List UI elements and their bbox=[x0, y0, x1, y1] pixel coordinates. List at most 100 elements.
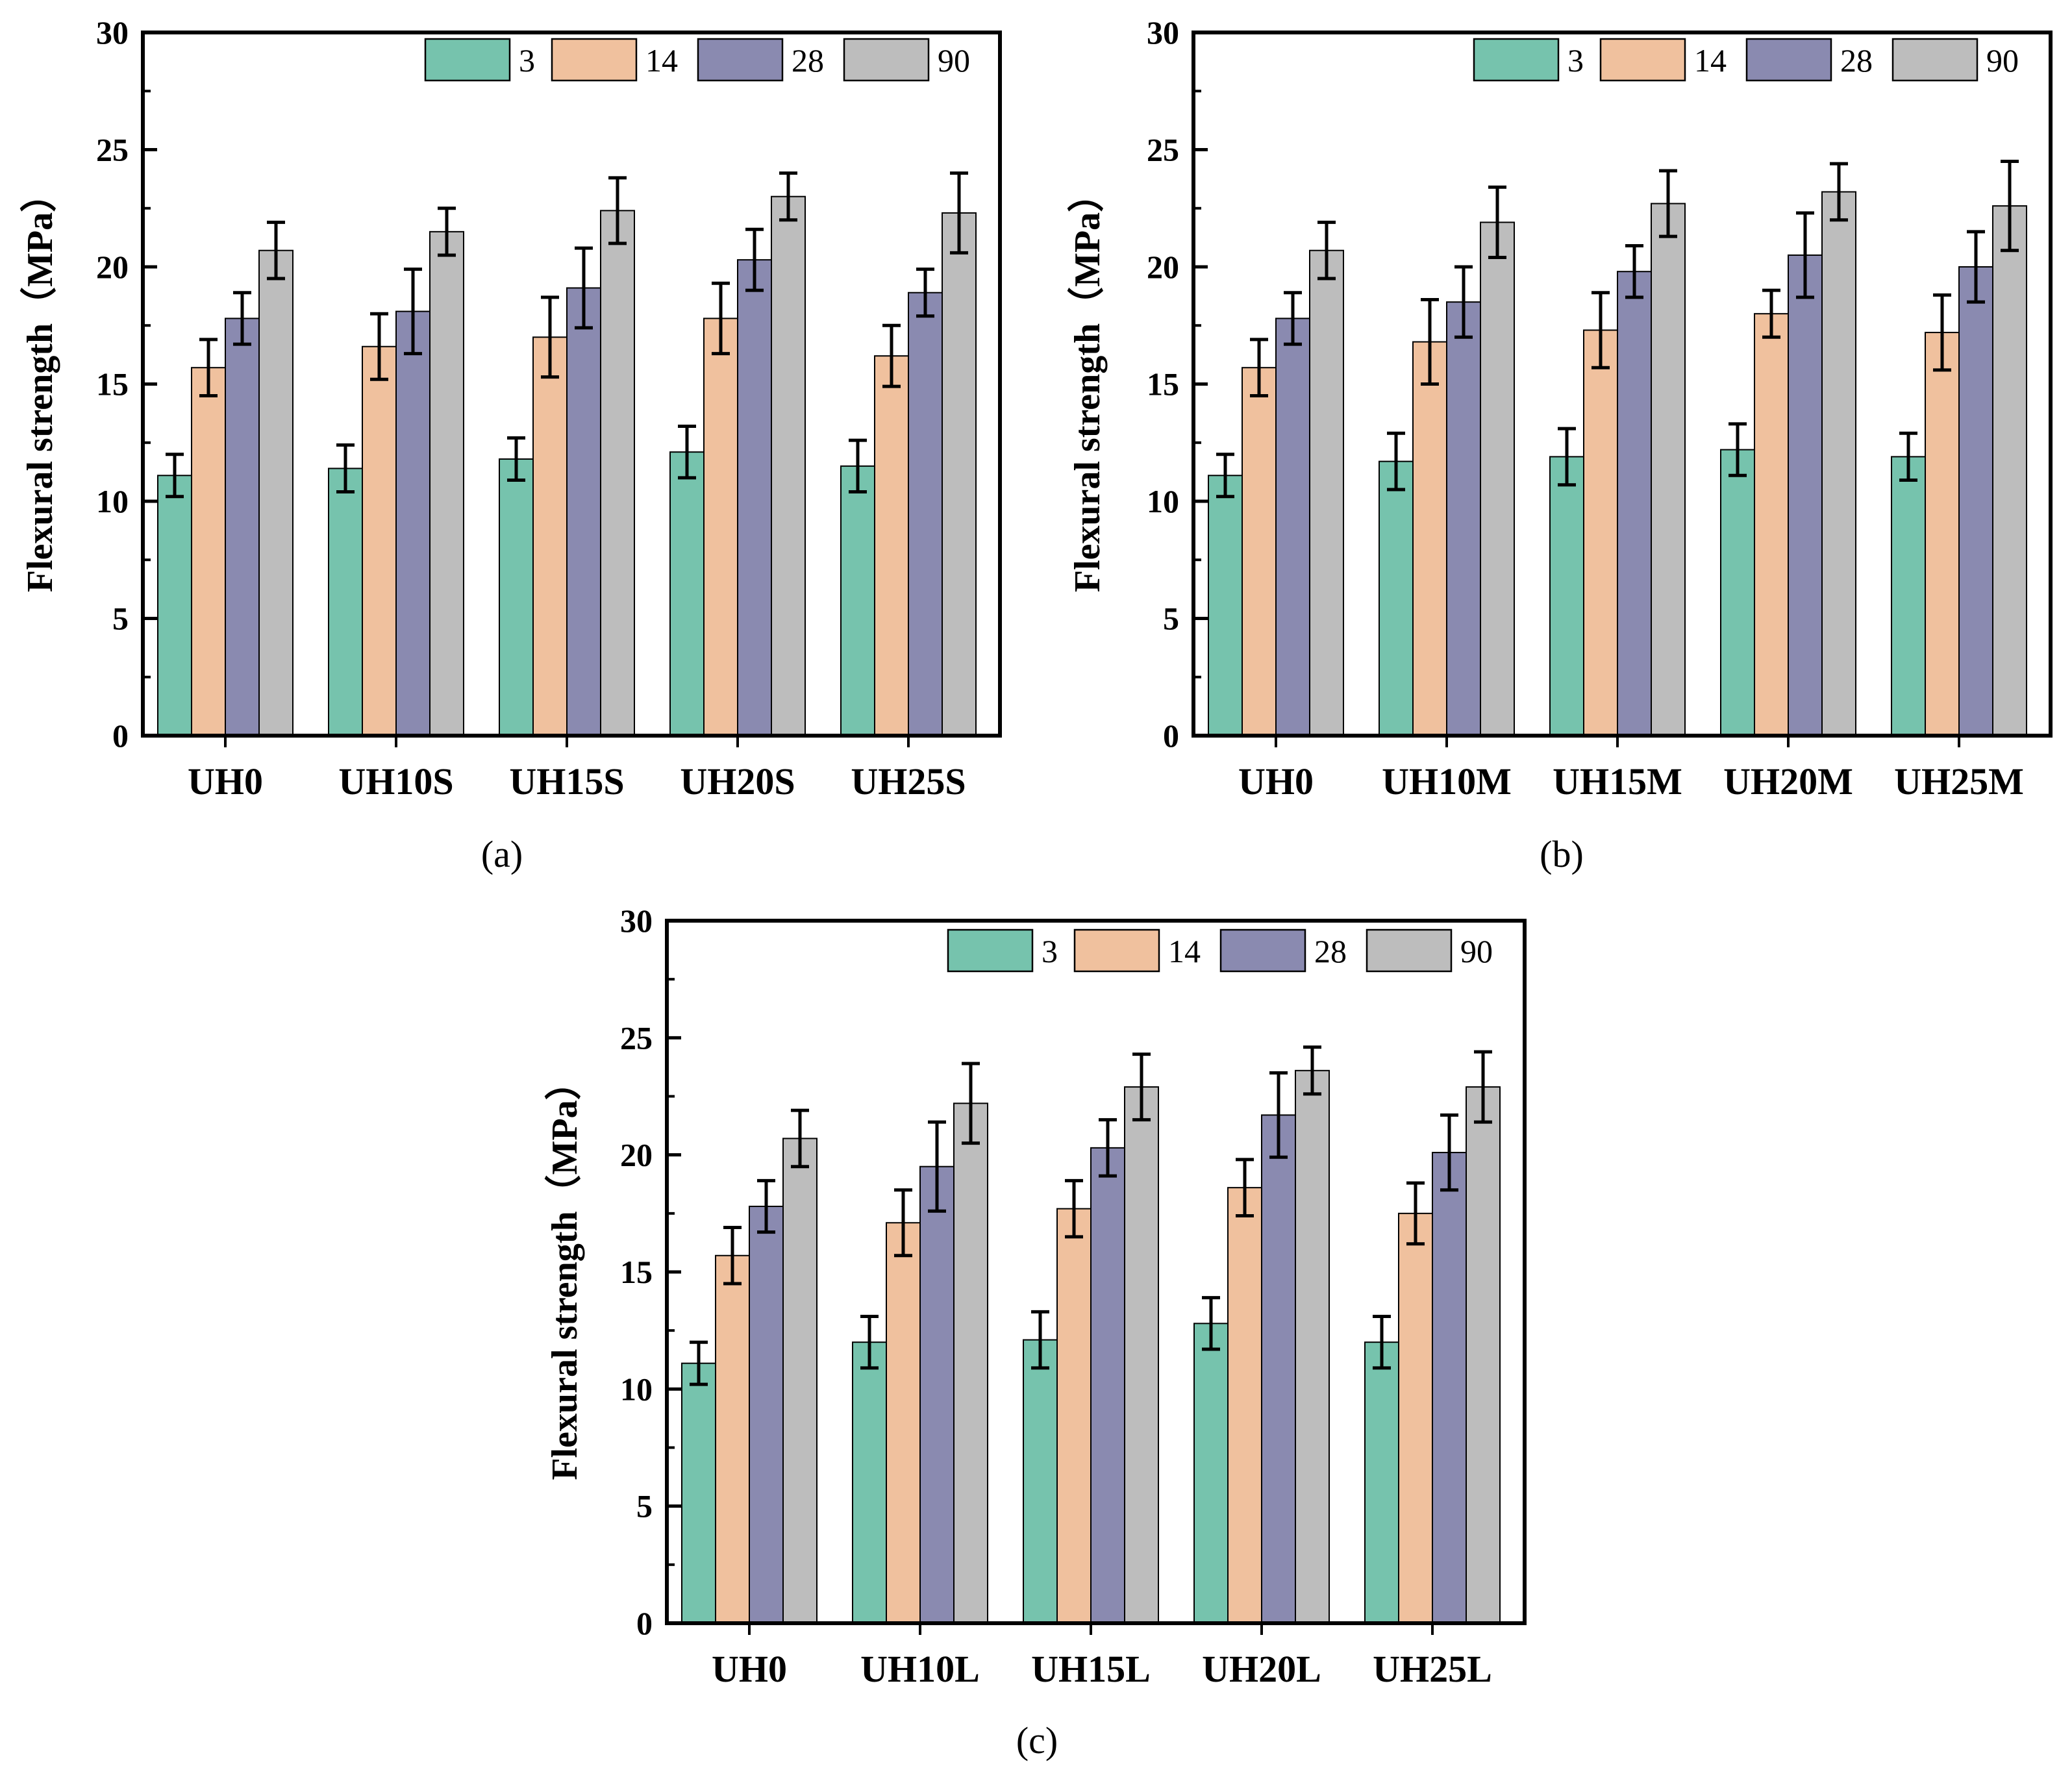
bar-UH20S-14 bbox=[703, 317, 738, 737]
bar-UH10L-14 bbox=[886, 1222, 921, 1624]
y-tick-label: 0 bbox=[112, 717, 129, 754]
bar-UH15M-3 bbox=[1549, 456, 1584, 736]
y-tick-label: 30 bbox=[96, 14, 129, 51]
y-tick-label: 5 bbox=[636, 1488, 653, 1525]
legend-swatch-90 bbox=[1366, 928, 1453, 973]
legend-swatch-28 bbox=[697, 38, 784, 82]
legend-label-28: 28 bbox=[1314, 933, 1347, 969]
bar-UH20S-28 bbox=[737, 259, 772, 737]
x-category-label: UH20S bbox=[680, 760, 795, 803]
legend-swatch-3 bbox=[1473, 38, 1560, 82]
legend-label-3: 3 bbox=[1567, 42, 1584, 79]
y-tick-label: 25 bbox=[1147, 132, 1179, 168]
x-category-label: UH0 bbox=[188, 760, 263, 803]
y-tick-label: 25 bbox=[96, 132, 129, 168]
bar-UH15L-28 bbox=[1090, 1147, 1125, 1624]
legend-swatch-90 bbox=[843, 38, 930, 82]
bar-UH10L-3 bbox=[852, 1341, 887, 1624]
bar-UH0-14 bbox=[191, 367, 226, 736]
legend-label-3: 3 bbox=[519, 42, 535, 79]
bar-UH0-3 bbox=[157, 475, 192, 736]
x-category-label: UH15L bbox=[1031, 1648, 1151, 1690]
bar-UH10M-3 bbox=[1379, 460, 1414, 736]
bar-UH0-28 bbox=[225, 317, 260, 737]
legend-swatch-3 bbox=[947, 928, 1034, 973]
legend-label-90: 90 bbox=[938, 42, 970, 79]
bar-UH0-3 bbox=[1208, 475, 1243, 736]
bar-UH20M-90 bbox=[1821, 191, 1856, 737]
bar-UH15S-3 bbox=[499, 458, 534, 737]
bar-UH20M-14 bbox=[1754, 313, 1789, 736]
bar-UH15L-14 bbox=[1056, 1208, 1092, 1624]
bar-UH20S-90 bbox=[771, 195, 806, 736]
legend-swatch-14 bbox=[1599, 38, 1686, 82]
bar-UH0-3 bbox=[681, 1362, 716, 1624]
x-category-label: UH0 bbox=[712, 1648, 787, 1690]
bar-UH10L-28 bbox=[919, 1165, 955, 1624]
bar-UH0-14 bbox=[715, 1254, 750, 1624]
legend-swatch-3 bbox=[424, 38, 511, 82]
panel-label: (b) bbox=[1540, 833, 1584, 875]
y-tick-label: 10 bbox=[620, 1371, 653, 1407]
x-category-label: UH10M bbox=[1382, 760, 1512, 803]
bar-UH10M-28 bbox=[1446, 301, 1481, 736]
bar-UH25M-3 bbox=[1891, 456, 1926, 736]
legend: 3 14 28 90 bbox=[947, 928, 1493, 973]
bar-UH20S-3 bbox=[669, 451, 705, 736]
bar-UH25L-14 bbox=[1398, 1212, 1433, 1625]
bar-UH10L-90 bbox=[953, 1102, 988, 1624]
bar-UH25S-3 bbox=[840, 465, 875, 736]
bar-UH15S-14 bbox=[532, 336, 568, 736]
panel-label: (c) bbox=[1016, 1719, 1058, 1762]
legend-swatch-28 bbox=[1219, 928, 1306, 973]
x-category-label: UH25M bbox=[1894, 760, 2024, 803]
bar-UH25M-14 bbox=[1925, 332, 1960, 736]
y-tick-label: 0 bbox=[636, 1605, 653, 1641]
bar-UH0-14 bbox=[1242, 367, 1277, 736]
bar-UH0-28 bbox=[749, 1206, 784, 1624]
bar-UH10S-14 bbox=[362, 345, 397, 736]
legend-label-14: 14 bbox=[1694, 42, 1727, 79]
bar-UH10S-90 bbox=[429, 230, 464, 737]
y-tick-label: 20 bbox=[1147, 249, 1179, 285]
bar-UH15S-90 bbox=[600, 210, 635, 736]
y-tick-label: 20 bbox=[620, 1137, 653, 1173]
bar-UH10S-28 bbox=[395, 310, 431, 736]
bar-UH0-28 bbox=[1275, 317, 1310, 737]
legend-label-90: 90 bbox=[1986, 42, 2019, 79]
bar-UH0-90 bbox=[782, 1138, 818, 1625]
bar-UH15M-90 bbox=[1651, 203, 1686, 736]
chart-panel-3: 0 5 10 15 20 25 30 UH0 UH10L UH15L UH20L UH25L Flexu… bbox=[544, 903, 1527, 1762]
x-category-label: UH20L bbox=[1202, 1648, 1321, 1690]
bar-UH25S-28 bbox=[908, 292, 943, 736]
y-tick-label: 5 bbox=[1163, 601, 1179, 637]
y-tick-label: 0 bbox=[1163, 717, 1179, 754]
bar-UH20L-3 bbox=[1193, 1323, 1229, 1624]
y-tick-label: 30 bbox=[620, 903, 653, 939]
y-tick-label: 20 bbox=[96, 249, 129, 285]
bar-UH20M-28 bbox=[1788, 254, 1823, 736]
x-category-label: UH25L bbox=[1373, 1648, 1492, 1690]
bar-UH25M-28 bbox=[1958, 266, 1993, 736]
bar-UH15M-28 bbox=[1617, 271, 1652, 737]
y-tick-label: 10 bbox=[1147, 483, 1179, 519]
bar-UH15S-28 bbox=[566, 287, 601, 736]
x-category-label: UH25S bbox=[851, 760, 966, 803]
x-category-label: UH15S bbox=[509, 760, 624, 803]
y-tick-label: 30 bbox=[1147, 14, 1179, 51]
y-tick-label: 15 bbox=[1147, 366, 1179, 403]
bar-UH20L-90 bbox=[1295, 1069, 1330, 1624]
bar-UH0-90 bbox=[1309, 249, 1344, 737]
bar-UH10M-14 bbox=[1412, 341, 1447, 736]
x-category-label: UH15M bbox=[1553, 760, 1682, 803]
bar-UH25L-3 bbox=[1364, 1341, 1399, 1624]
y-tick-label: 25 bbox=[620, 1019, 653, 1056]
legend-label-90: 90 bbox=[1460, 933, 1493, 969]
chart-panel-1: 0 5 10 15 20 25 30 UH0 UH10S UH15S UH20S UH25S Flexu… bbox=[19, 14, 1002, 875]
bar-UH20L-14 bbox=[1227, 1187, 1262, 1625]
bar-UH25S-90 bbox=[942, 212, 977, 737]
bar-UH25S-14 bbox=[874, 355, 909, 736]
bar-UH10S-3 bbox=[328, 467, 363, 737]
legend-label-14: 14 bbox=[1168, 933, 1201, 969]
bar-UH20L-28 bbox=[1261, 1114, 1296, 1625]
